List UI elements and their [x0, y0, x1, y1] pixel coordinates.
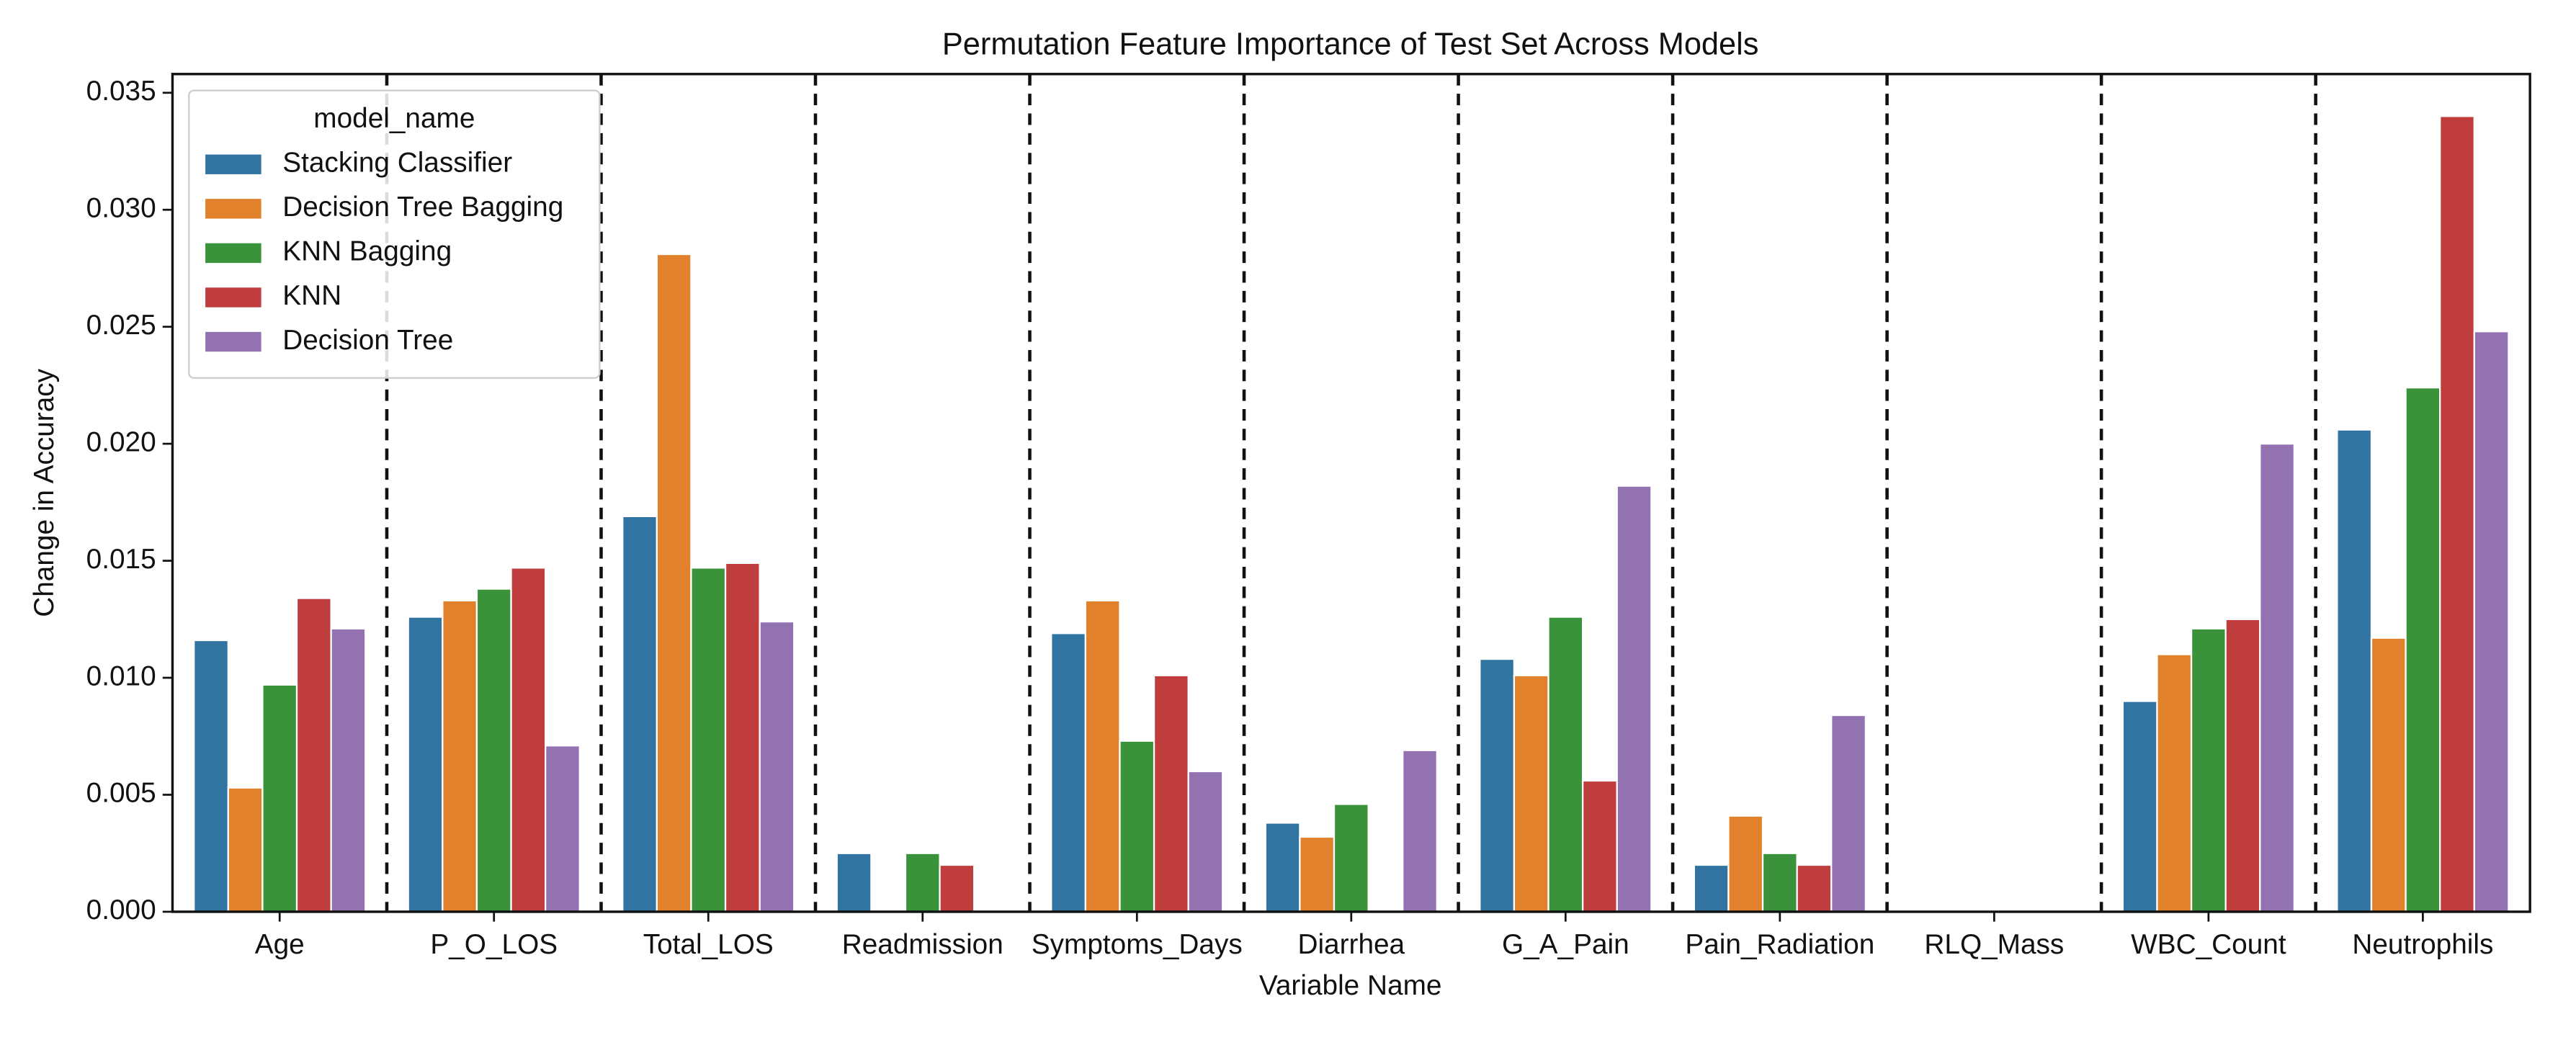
x-tick-label: P_O_LOS: [430, 929, 558, 960]
plot-frame: [171, 73, 2531, 913]
bar: [475, 588, 512, 913]
x-tick-label: Diarrhea: [1297, 929, 1405, 960]
y-tick-label: 0.035: [86, 76, 156, 107]
bar: [545, 745, 581, 913]
bar: [1084, 599, 1121, 913]
y-tick-label: 0.005: [86, 778, 156, 809]
chart-title: Permutation Feature Importance of Test S…: [942, 27, 1759, 61]
bar: [2121, 700, 2158, 913]
legend-label: Stacking Classifier: [282, 147, 512, 178]
bar: [1479, 658, 1516, 913]
bar: [442, 599, 478, 913]
bar: [2370, 637, 2407, 913]
bar: [193, 639, 229, 913]
y-tick-label: 0.010: [86, 660, 156, 691]
legend-label: Decision Tree Bagging: [282, 192, 563, 223]
bar: [1119, 740, 1155, 913]
x-tick-label: Pain_Radiation: [1685, 929, 1874, 960]
bar: [2156, 653, 2193, 913]
bar: [1402, 749, 1438, 913]
bar: [261, 683, 298, 913]
y-tick-label: 0.025: [86, 310, 156, 341]
bar: [1616, 485, 1653, 913]
bar: [295, 597, 332, 913]
bar: [227, 786, 264, 913]
bar: [1761, 852, 1798, 913]
bar: [1547, 616, 1584, 913]
bar: [1727, 815, 1764, 913]
bar: [1333, 803, 1369, 913]
bar: [330, 627, 367, 913]
x-tick-label: Symptoms_Days: [1032, 929, 1243, 960]
legend-frame: [188, 89, 601, 379]
x-tick-label: RLQ_Mass: [1924, 929, 2064, 960]
legend-swatch: [205, 154, 261, 174]
bar: [407, 616, 444, 913]
legend-label: KNN Bagging: [282, 236, 452, 267]
bar: [836, 852, 872, 913]
bar: [1693, 864, 1730, 913]
bar: [759, 620, 795, 913]
x-axis-label: Variable Name: [1259, 970, 1442, 1001]
bar: [1264, 822, 1301, 913]
bar: [2439, 115, 2475, 913]
bar: [622, 515, 658, 913]
bar: [656, 253, 692, 913]
bar: [1513, 674, 1549, 913]
x-tick-label: Neutrophils: [2352, 929, 2493, 960]
bar: [2336, 429, 2373, 913]
legend-label: Decision Tree: [282, 325, 453, 356]
bar: [510, 567, 547, 913]
bar: [2473, 331, 2510, 913]
bar: [1187, 770, 1224, 913]
x-tick-label: Readmission: [842, 929, 1003, 960]
bar: [2259, 443, 2296, 913]
bar: [939, 864, 975, 913]
bar: [1830, 714, 1866, 913]
x-tick-label: WBC_Count: [2131, 929, 2286, 960]
bar: [1153, 674, 1189, 913]
y-tick-label: 0.020: [86, 426, 156, 457]
y-tick-label: 0.000: [86, 895, 156, 925]
legend-label: KNN: [282, 280, 341, 311]
legend-swatch: [205, 287, 261, 308]
legend-swatch: [205, 331, 261, 352]
bar: [724, 562, 761, 913]
y-tick-label: 0.030: [86, 192, 156, 223]
legend-title: model_name: [313, 103, 475, 134]
bar: [904, 852, 941, 913]
legend: model_name Stacking Classifier Decision Tr…: [188, 89, 601, 379]
legend-swatch: [205, 199, 261, 219]
bar: [2405, 387, 2441, 913]
bar: [2190, 627, 2227, 913]
bar: [690, 567, 727, 913]
legend-swatch: [205, 243, 261, 264]
bar: [1796, 864, 1833, 913]
bar: [1050, 632, 1087, 913]
y-tick-label: 0.015: [86, 544, 156, 575]
y-axis-label: Change in Accuracy: [29, 368, 60, 617]
bar: [2224, 618, 2261, 913]
x-tick-label: G_A_Pain: [1502, 929, 1629, 960]
bar: [1581, 779, 1618, 913]
x-tick-label: Total_LOS: [643, 929, 774, 960]
bar: [1299, 835, 1336, 913]
x-tick-label: Age: [255, 929, 305, 960]
